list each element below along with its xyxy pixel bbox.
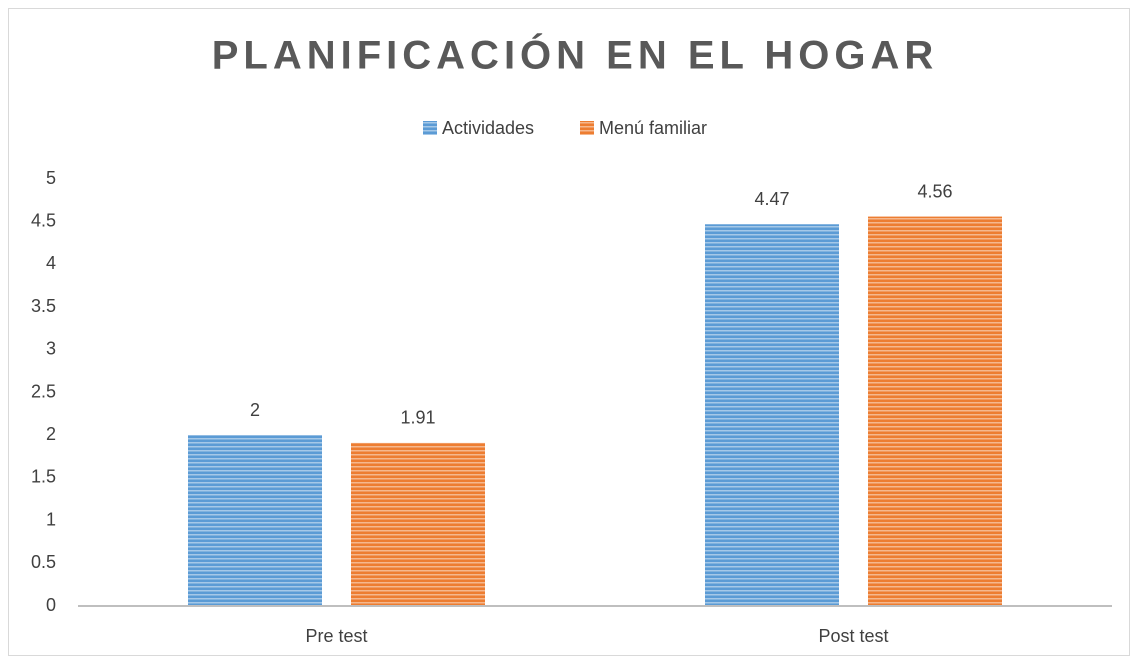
y-tick-label: 2.5 — [31, 381, 56, 401]
x-tick-label: Post test — [818, 626, 888, 646]
bar — [868, 216, 1002, 607]
x-tick-label: Pre test — [305, 626, 367, 646]
data-label: 2 — [250, 400, 260, 420]
y-tick-label: 0 — [46, 595, 56, 615]
y-tick-label: 1 — [46, 509, 56, 529]
y-tick-label: 2 — [46, 424, 56, 444]
y-tick-label: 3.5 — [31, 296, 56, 316]
legend-swatch — [580, 121, 594, 135]
chart-title: PLANIFICACIÓN EN EL HOGAR — [212, 32, 939, 78]
data-label: 4.56 — [917, 181, 952, 201]
y-tick-label: 4.5 — [31, 210, 56, 230]
bar — [705, 224, 839, 606]
legend-label: Actividades — [442, 118, 534, 138]
data-label: 4.47 — [754, 189, 789, 209]
y-tick-label: 0.5 — [31, 552, 56, 572]
legend-label: Menú familiar — [599, 118, 707, 138]
y-tick-label: 5 — [46, 168, 56, 188]
legend-swatch — [423, 121, 437, 135]
y-tick-label: 1.5 — [31, 467, 56, 487]
data-label: 1.91 — [400, 408, 435, 428]
bar — [351, 442, 485, 606]
bar — [188, 435, 322, 606]
y-tick-label: 3 — [46, 339, 56, 359]
y-tick-label: 4 — [46, 253, 56, 273]
